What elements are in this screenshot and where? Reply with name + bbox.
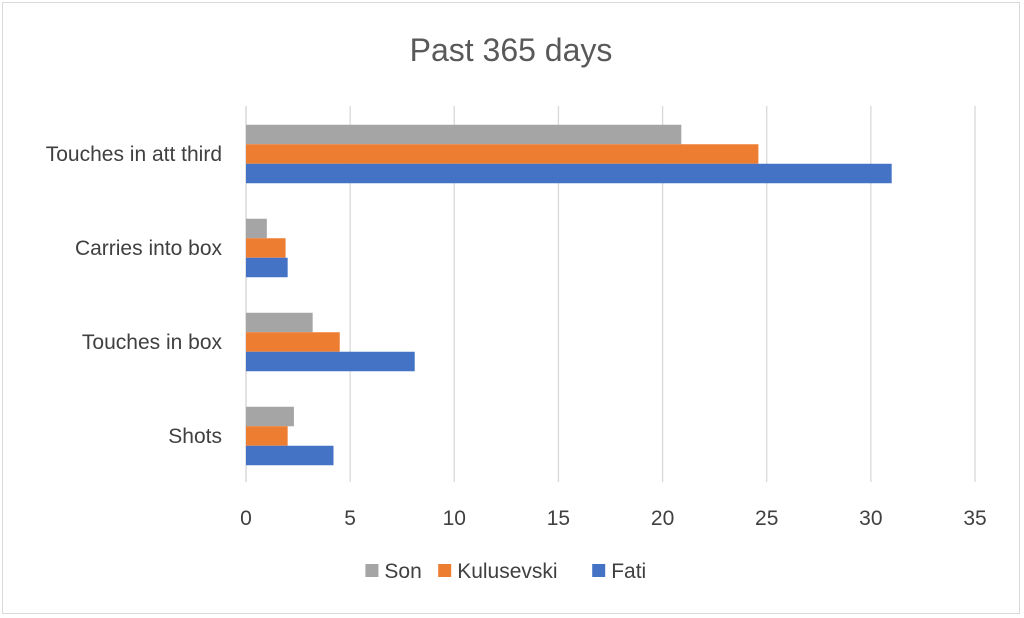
x-tick-label: 30	[859, 507, 882, 530]
bar-kulusevski-1	[246, 238, 286, 258]
bar-son-3	[246, 406, 294, 427]
x-tick-label: 15	[547, 507, 570, 530]
bar-son-1	[246, 218, 267, 239]
legend-label-fati: Fati	[611, 560, 646, 583]
x-tick-label: 35	[963, 507, 986, 530]
bar-fati-0	[246, 163, 892, 184]
legend-swatch-kulusevski	[438, 564, 452, 577]
category-label: Touches in att third	[46, 143, 222, 166]
x-tick-label: 25	[755, 507, 778, 530]
x-tick-label: 0	[240, 507, 252, 530]
category-label: Carries into box	[75, 237, 223, 260]
category-label: Shots	[168, 425, 222, 448]
x-tick-label: 20	[651, 507, 674, 530]
category-label: Touches in box	[82, 331, 223, 354]
bar-fati-2	[246, 351, 415, 372]
tick-labels: 0 5 10 15 20 25 30 35	[240, 507, 987, 530]
bar-fati-1	[246, 257, 288, 278]
bar-son-0	[246, 124, 682, 145]
legend-swatch-son	[365, 564, 379, 577]
x-tick-label: 10	[443, 507, 466, 530]
legend: Son Kulusevski Fati	[365, 560, 646, 583]
category-labels: Touches in att third Carries into box Touc…	[46, 143, 223, 448]
legend-swatch-fati	[592, 564, 606, 577]
chart-title: Past 365 days	[410, 32, 613, 68]
x-tick-label: 5	[344, 507, 356, 530]
bar-fati-3	[246, 445, 334, 466]
bar-kulusevski-2	[246, 332, 340, 352]
bar-kulusevski-3	[246, 426, 288, 446]
bar-kulusevski-0	[246, 144, 759, 164]
bars	[246, 124, 892, 466]
bar-son-2	[246, 312, 313, 333]
legend-label-son: Son	[384, 560, 421, 583]
legend-label-kulusevski: Kulusevski	[457, 560, 557, 583]
